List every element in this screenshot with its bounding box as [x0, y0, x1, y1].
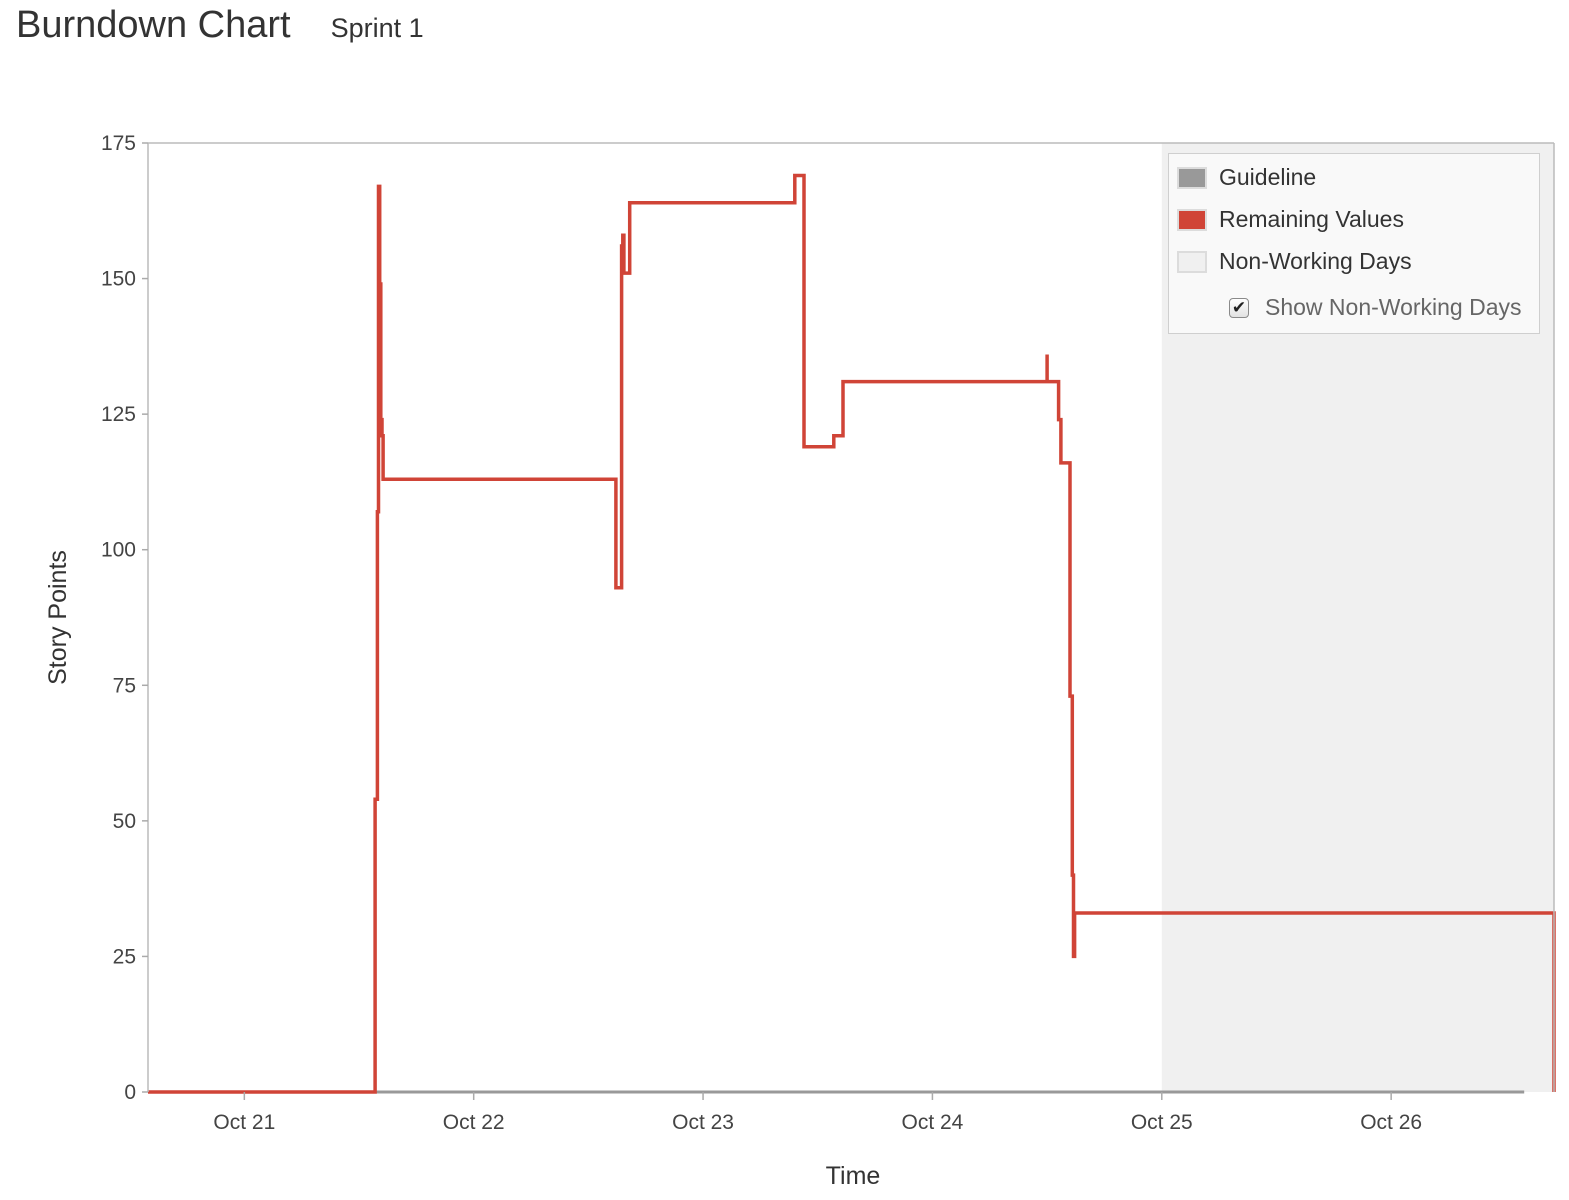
x-tick-label: Oct 25 — [1131, 1111, 1193, 1134]
sprint-selector[interactable]: Sprint 1 — [330, 13, 424, 43]
guideline-swatch — [1177, 166, 1207, 189]
legend-item-remaining-values[interactable]: Remaining Values — [1177, 206, 1404, 233]
x-tick-label: Oct 23 — [672, 1111, 734, 1134]
y-tick-label: 75 — [113, 674, 136, 697]
legend-label-non-working-days: Non-Working Days — [1219, 248, 1412, 274]
x-tick-label: Oct 22 — [443, 1111, 505, 1134]
page-title: Burndown Chart — [16, 4, 291, 46]
y-tick-label: 175 — [101, 132, 136, 155]
y-tick-label: 25 — [113, 945, 136, 968]
y-tick-label: 150 — [101, 268, 136, 291]
remaining-values-line — [148, 173, 1556, 1094]
y-tick-label: 0 — [124, 1081, 136, 1104]
show-non-working-days-toggle[interactable]: ✔ Show Non-Working Days — [1229, 294, 1522, 321]
legend-item-non-working-days[interactable]: Non-Working Days — [1177, 248, 1412, 275]
chart-legend: Guideline Remaining Values Non-Working D… — [1168, 153, 1540, 334]
show-non-working-days-checkbox[interactable]: ✔ — [1229, 297, 1249, 318]
x-axis-title: Time — [826, 1162, 881, 1190]
chart-header: Burndown Chart Sprint 1 — [16, 4, 424, 56]
x-tick-label: Oct 24 — [901, 1111, 963, 1134]
legend-label-guideline: Guideline — [1219, 164, 1317, 190]
show-non-working-days-label: Show Non-Working Days — [1265, 294, 1522, 320]
y-axis-title: Story Points — [44, 550, 72, 685]
y-tick-label: 125 — [101, 403, 136, 426]
y-tick-label: 50 — [113, 810, 136, 833]
non-working-days-swatch — [1177, 250, 1207, 273]
legend-item-guideline[interactable]: Guideline — [1177, 164, 1316, 191]
remaining-values-swatch — [1177, 208, 1207, 231]
x-tick-label: Oct 26 — [1360, 1111, 1422, 1134]
y-tick-label: 100 — [101, 539, 136, 562]
x-tick-label: Oct 21 — [213, 1111, 275, 1134]
legend-label-remaining-values: Remaining Values — [1219, 206, 1404, 232]
